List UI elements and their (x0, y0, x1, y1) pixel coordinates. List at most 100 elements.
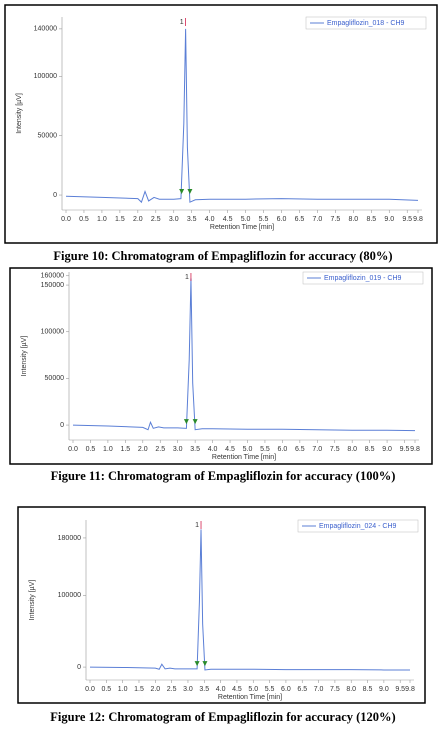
figure-frame (4, 4, 438, 244)
figure-caption: Figure 10: Chromatogram of Empagliflozin… (53, 249, 392, 263)
x-tick-label: 7.0 (314, 686, 324, 693)
legend-label: Empagliflozin_018 - CH9 (327, 20, 405, 27)
x-tick-label: 1.5 (120, 446, 130, 453)
x-tick-label: 4.5 (232, 686, 242, 693)
x-tick-label: 7.0 (312, 446, 322, 453)
x-tick-label: 8.0 (347, 446, 357, 453)
peak-label: 1 (195, 522, 199, 529)
x-axis-label: Retention Time [min] (218, 694, 282, 701)
x-tick-label: 6.0 (278, 446, 288, 453)
x-axis-label: Retention Time [min] (210, 224, 274, 231)
integration-marker (183, 419, 189, 425)
x-tick-label: 9.5 (400, 446, 410, 453)
x-tick-label: 7.5 (331, 216, 341, 223)
x-tick-label: 0.0 (85, 686, 95, 693)
x-tick-label: 1.0 (103, 446, 113, 453)
figure-caption: Figure 12: Chromatogram of Empagliflozin… (50, 710, 395, 724)
legend-box (305, 16, 427, 30)
peak-label: 1 (180, 19, 184, 26)
x-tick-label: 3.5 (190, 446, 200, 453)
x-tick-label: 4.0 (208, 446, 218, 453)
x-tick-label: 1.0 (97, 216, 107, 223)
x-tick-label: 5.0 (241, 216, 251, 223)
y-tick-label: 100000 (41, 329, 64, 336)
y-axis-label: Intensity [µV] (29, 580, 36, 621)
x-tick-label: 0.5 (79, 216, 89, 223)
x-tick-label: 6.5 (297, 686, 307, 693)
y-tick-label: 0 (60, 422, 64, 429)
x-tick-label: 4.0 (205, 216, 215, 223)
x-tick-label: 7.5 (330, 686, 340, 693)
x-tick-label: 9.0 (379, 686, 389, 693)
x-tick-label: 2.0 (150, 686, 160, 693)
x-tick-label: 1.0 (118, 686, 128, 693)
x-tick-label: 0.0 (61, 216, 71, 223)
signal-line (65, 28, 419, 204)
x-tick-label: 5.5 (260, 446, 270, 453)
x-tick-label: 9.0 (384, 216, 394, 223)
x-tick-label: 5.5 (259, 216, 269, 223)
figure-caption: Figure 11: Chromatogram of Empagliflozin… (51, 469, 396, 483)
integration-marker (194, 661, 200, 667)
y-axis-label: Intensity [µV] (21, 336, 28, 377)
legend-box (302, 271, 424, 285)
y-tick-label: 0 (53, 192, 57, 199)
x-tick-label: 5.0 (248, 686, 258, 693)
y-axis-label: Intensity [µV] (16, 93, 23, 134)
legend-label: Empagliflozin_019 - CH9 (324, 275, 402, 282)
x-tick-label: 8.0 (346, 686, 356, 693)
signal-line (89, 529, 410, 671)
x-tick-label: 3.0 (173, 446, 183, 453)
x-tick-label: 3.0 (169, 216, 179, 223)
x-tick-label: 7.0 (313, 216, 323, 223)
x-tick-label: 4.5 (223, 216, 233, 223)
integration-marker (187, 189, 193, 195)
x-tick-label: 3.5 (187, 216, 197, 223)
x-tick-label: 8.5 (365, 446, 375, 453)
y-tick-label: 50000 (38, 133, 58, 140)
x-tick-label: 6.0 (277, 216, 287, 223)
y-tick-label: 140000 (34, 26, 57, 33)
x-tick-label: 5.0 (243, 446, 253, 453)
x-tick-label: 2.0 (133, 216, 143, 223)
x-tick-label: 0.5 (86, 446, 96, 453)
peak-label: 1 (185, 274, 189, 281)
y-tick-label: 160000 (41, 273, 64, 280)
y-tick-label: 150000 (41, 282, 64, 289)
integration-marker (192, 419, 198, 425)
x-tick-label: 6.5 (295, 446, 305, 453)
y-tick-label: 50000 (45, 375, 65, 382)
x-tick-label: 9.5 (402, 216, 412, 223)
x-tick-label: 3.5 (199, 686, 209, 693)
x-tick-label: 9.8 (413, 216, 423, 223)
x-tick-label: 0.0 (68, 446, 78, 453)
integration-marker (179, 189, 185, 195)
figure-frame (17, 506, 426, 704)
x-tick-label: 8.0 (348, 216, 358, 223)
x-tick-label: 9.8 (410, 446, 420, 453)
x-tick-label: 6.5 (295, 216, 305, 223)
x-tick-label: 2.0 (138, 446, 148, 453)
x-tick-label: 4.5 (225, 446, 235, 453)
signal-line (72, 278, 416, 432)
x-tick-label: 0.5 (101, 686, 111, 693)
x-tick-label: 1.5 (134, 686, 144, 693)
y-tick-label: 100000 (58, 592, 81, 599)
integration-marker (202, 661, 208, 667)
y-tick-label: 0 (77, 664, 81, 671)
x-tick-label: 8.5 (366, 216, 376, 223)
x-tick-label: 5.5 (265, 686, 275, 693)
y-tick-label: 100000 (34, 73, 57, 80)
y-tick-label: 180000 (58, 535, 81, 542)
x-tick-label: 8.5 (363, 686, 373, 693)
legend-box (297, 519, 419, 533)
x-tick-label: 6.0 (281, 686, 291, 693)
x-tick-label: 7.5 (330, 446, 340, 453)
x-tick-label: 4.0 (216, 686, 226, 693)
x-tick-label: 2.5 (151, 216, 161, 223)
legend-label: Empagliflozin_024 - CH9 (319, 523, 397, 530)
x-tick-label: 2.5 (155, 446, 165, 453)
x-tick-label: 9.0 (382, 446, 392, 453)
